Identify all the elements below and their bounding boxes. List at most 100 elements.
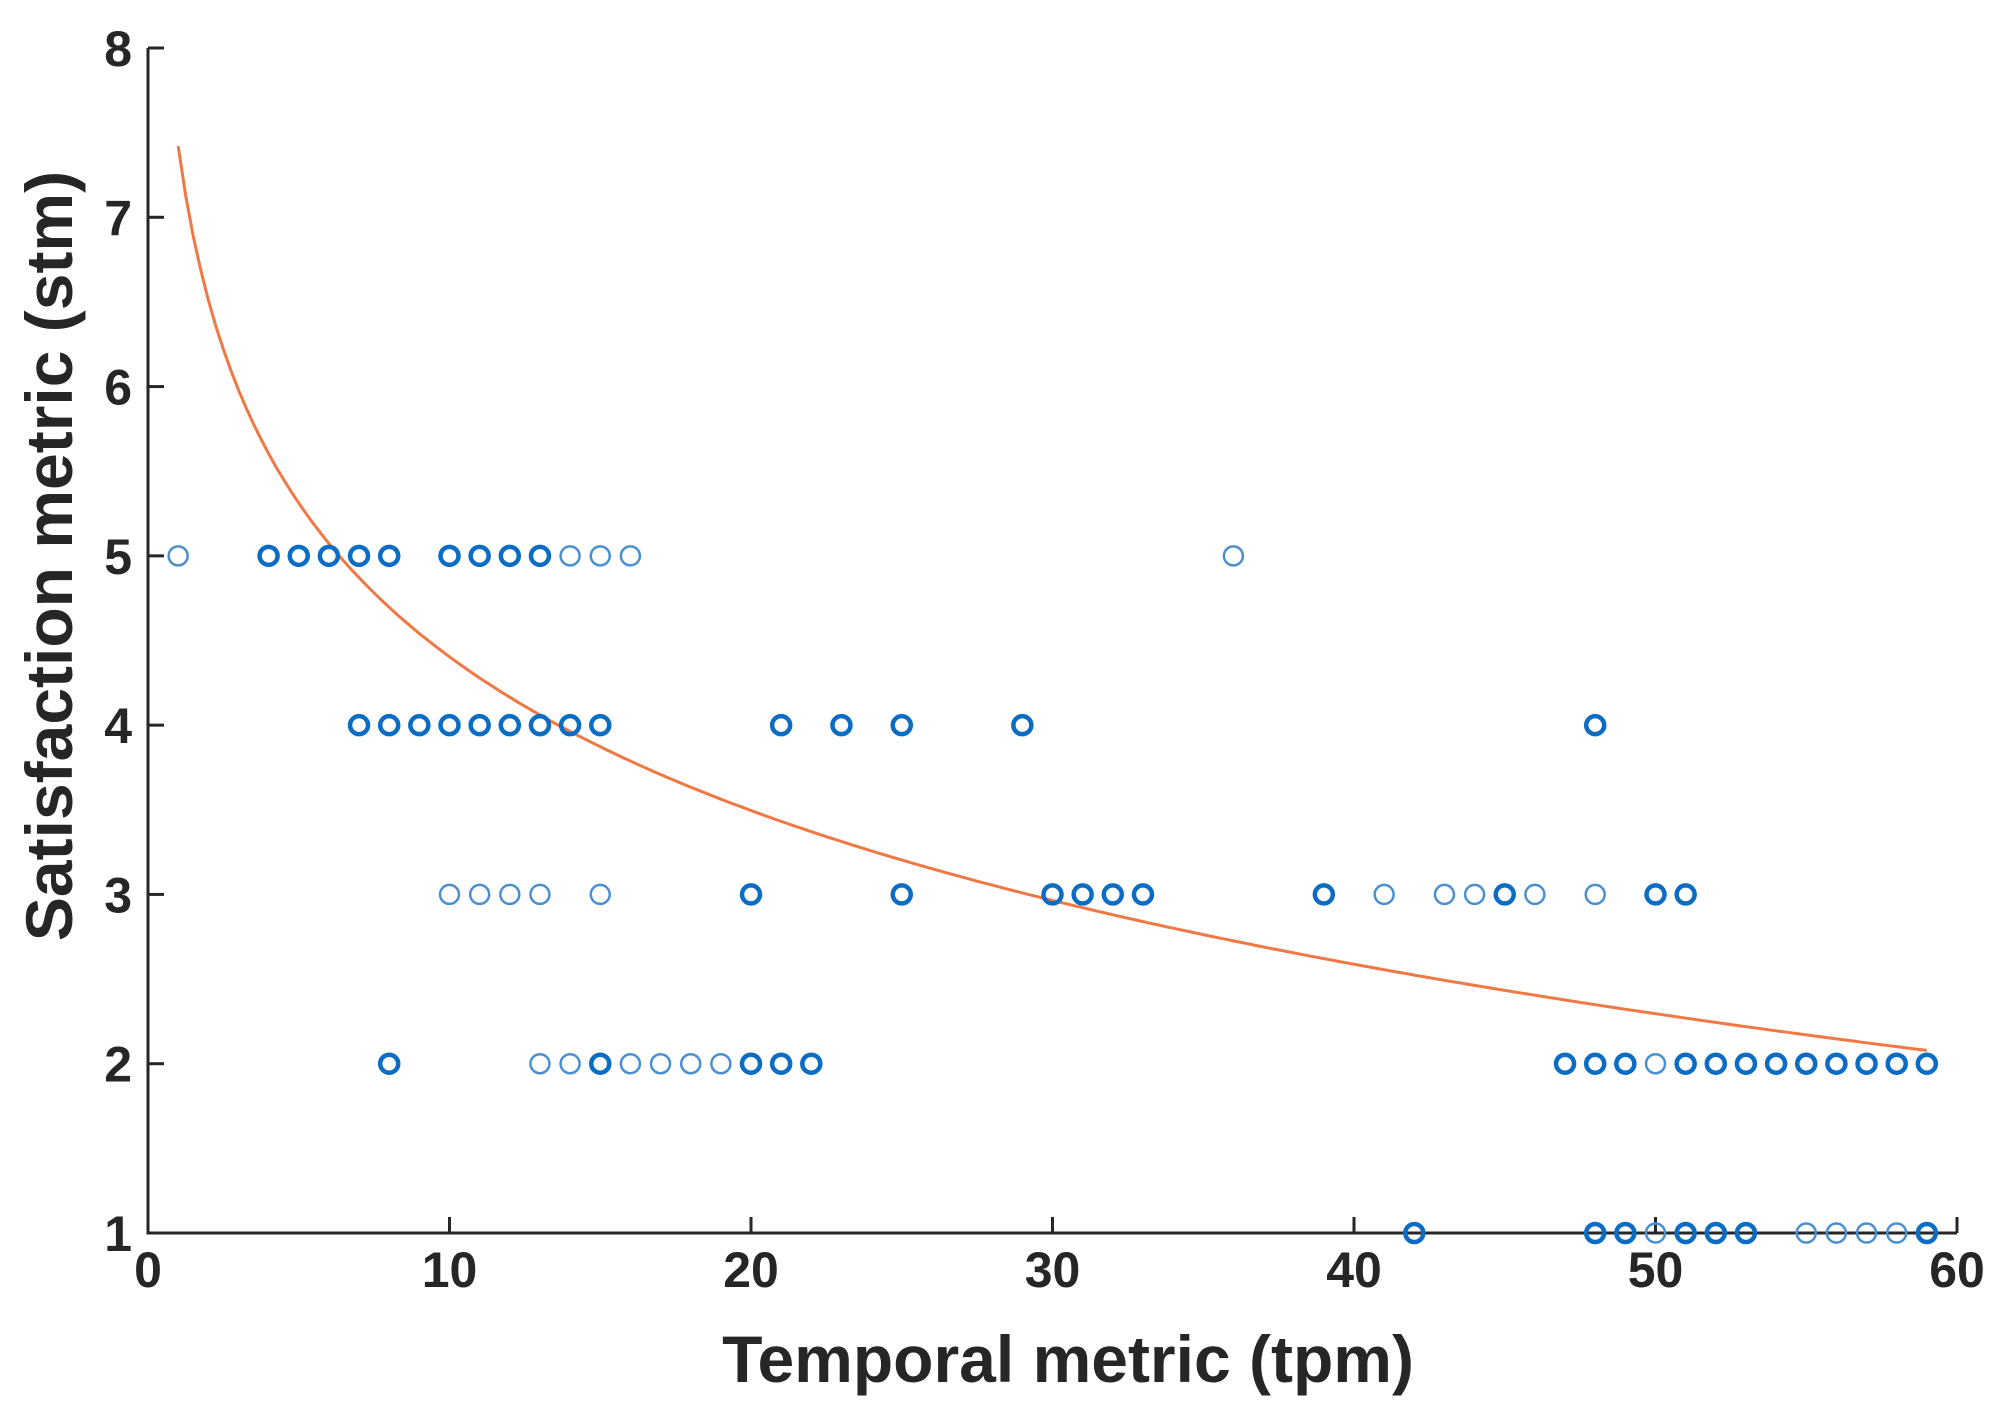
data-point xyxy=(317,544,341,568)
data-point xyxy=(287,544,310,568)
data-point xyxy=(890,713,913,737)
data-point xyxy=(377,1052,401,1075)
data-point xyxy=(769,713,793,737)
data-point xyxy=(1614,1052,1637,1075)
data-point xyxy=(739,883,763,906)
data-point xyxy=(559,1052,581,1075)
data-point xyxy=(1674,1052,1697,1075)
data-point xyxy=(1795,1222,1817,1244)
data-point xyxy=(1644,883,1667,906)
data-point xyxy=(1071,883,1094,906)
data-point xyxy=(1825,1052,1848,1075)
data-point xyxy=(589,1052,612,1075)
data-point xyxy=(377,544,401,568)
data-point xyxy=(1734,1052,1758,1075)
data-point xyxy=(528,713,552,737)
data-point xyxy=(679,1052,702,1075)
data-point xyxy=(1433,883,1456,906)
data-point xyxy=(1463,883,1486,906)
data-point xyxy=(347,713,371,737)
data-point xyxy=(1734,1221,1758,1245)
data-point xyxy=(468,713,491,737)
data-point xyxy=(890,883,913,906)
x-tick-label: 30 xyxy=(1025,1242,1081,1298)
x-tick-label: 40 xyxy=(1326,1242,1382,1298)
data-point xyxy=(1312,883,1336,906)
x-tick-label: 0 xyxy=(134,1242,162,1298)
data-point xyxy=(1915,1221,1939,1245)
data-point xyxy=(589,713,612,737)
data-point xyxy=(1885,1052,1908,1075)
y-tick-label: 5 xyxy=(104,529,132,585)
y-tick-label: 7 xyxy=(104,190,132,246)
data-point xyxy=(769,1052,793,1075)
data-point xyxy=(1493,883,1516,906)
y-tick-label: 2 xyxy=(104,1037,132,1093)
data-point xyxy=(468,883,491,906)
data-point xyxy=(1131,883,1155,906)
x-tick-label: 10 xyxy=(422,1242,478,1298)
data-point xyxy=(1041,883,1064,906)
data-point xyxy=(589,545,611,567)
y-tick-label: 8 xyxy=(104,21,132,77)
data-point xyxy=(1915,1052,1939,1075)
data-point xyxy=(438,544,461,568)
data-points xyxy=(167,544,1939,1245)
data-point xyxy=(257,544,280,568)
data-point xyxy=(1011,713,1034,737)
y-tick-label: 3 xyxy=(104,867,132,923)
data-point xyxy=(1583,1052,1607,1075)
data-point xyxy=(1855,1222,1878,1244)
data-point xyxy=(528,544,552,568)
x-ticks: 0 10 20 30 40 50 60 xyxy=(134,1217,1985,1298)
x-tick-label: 20 xyxy=(723,1242,779,1298)
data-point xyxy=(1524,883,1546,906)
y-tick-label: 4 xyxy=(104,698,132,754)
data-point xyxy=(498,544,522,568)
x-tick-label: 50 xyxy=(1628,1242,1684,1298)
data-point xyxy=(1583,713,1607,737)
data-point xyxy=(529,883,551,906)
data-point xyxy=(468,544,491,568)
x-tick-label: 60 xyxy=(1929,1242,1985,1298)
data-point xyxy=(529,1052,551,1075)
data-point xyxy=(619,545,642,567)
data-point xyxy=(1674,1221,1697,1245)
y-tick-label: 1 xyxy=(104,1206,132,1262)
data-point xyxy=(1222,545,1245,567)
data-point xyxy=(1403,1221,1426,1245)
data-point xyxy=(1373,883,1395,906)
data-point xyxy=(589,883,611,906)
x-axis-label: Temporal metric (tpm) xyxy=(722,1322,1414,1396)
data-point xyxy=(167,545,189,567)
data-point xyxy=(1795,1052,1818,1075)
data-point xyxy=(499,883,521,906)
data-point xyxy=(1885,1222,1908,1244)
data-point xyxy=(408,713,431,737)
data-point xyxy=(1764,1052,1788,1075)
fit-curve xyxy=(176,145,1927,1052)
y-axis-label: Satisfaction metric (stm) xyxy=(12,171,86,941)
data-point xyxy=(1674,883,1697,906)
data-point xyxy=(1644,1222,1667,1244)
data-point xyxy=(1855,1052,1878,1075)
data-point xyxy=(1704,1052,1728,1075)
data-point xyxy=(1825,1222,1848,1244)
data-point xyxy=(1614,1221,1637,1245)
data-point xyxy=(1583,1221,1607,1245)
data-point xyxy=(710,1052,732,1075)
data-point xyxy=(800,1052,823,1075)
data-point xyxy=(830,713,853,737)
data-point xyxy=(377,713,401,737)
data-point xyxy=(739,1052,763,1075)
y-tick-label: 6 xyxy=(104,360,132,416)
data-point xyxy=(1101,883,1125,906)
data-point xyxy=(438,713,461,737)
data-point xyxy=(438,883,461,906)
data-point xyxy=(1553,1052,1577,1075)
data-point xyxy=(498,713,522,737)
data-point xyxy=(1704,1221,1728,1245)
y-ticks: 1 2 3 4 5 6 7 8 xyxy=(104,21,164,1262)
data-point xyxy=(649,1052,672,1075)
